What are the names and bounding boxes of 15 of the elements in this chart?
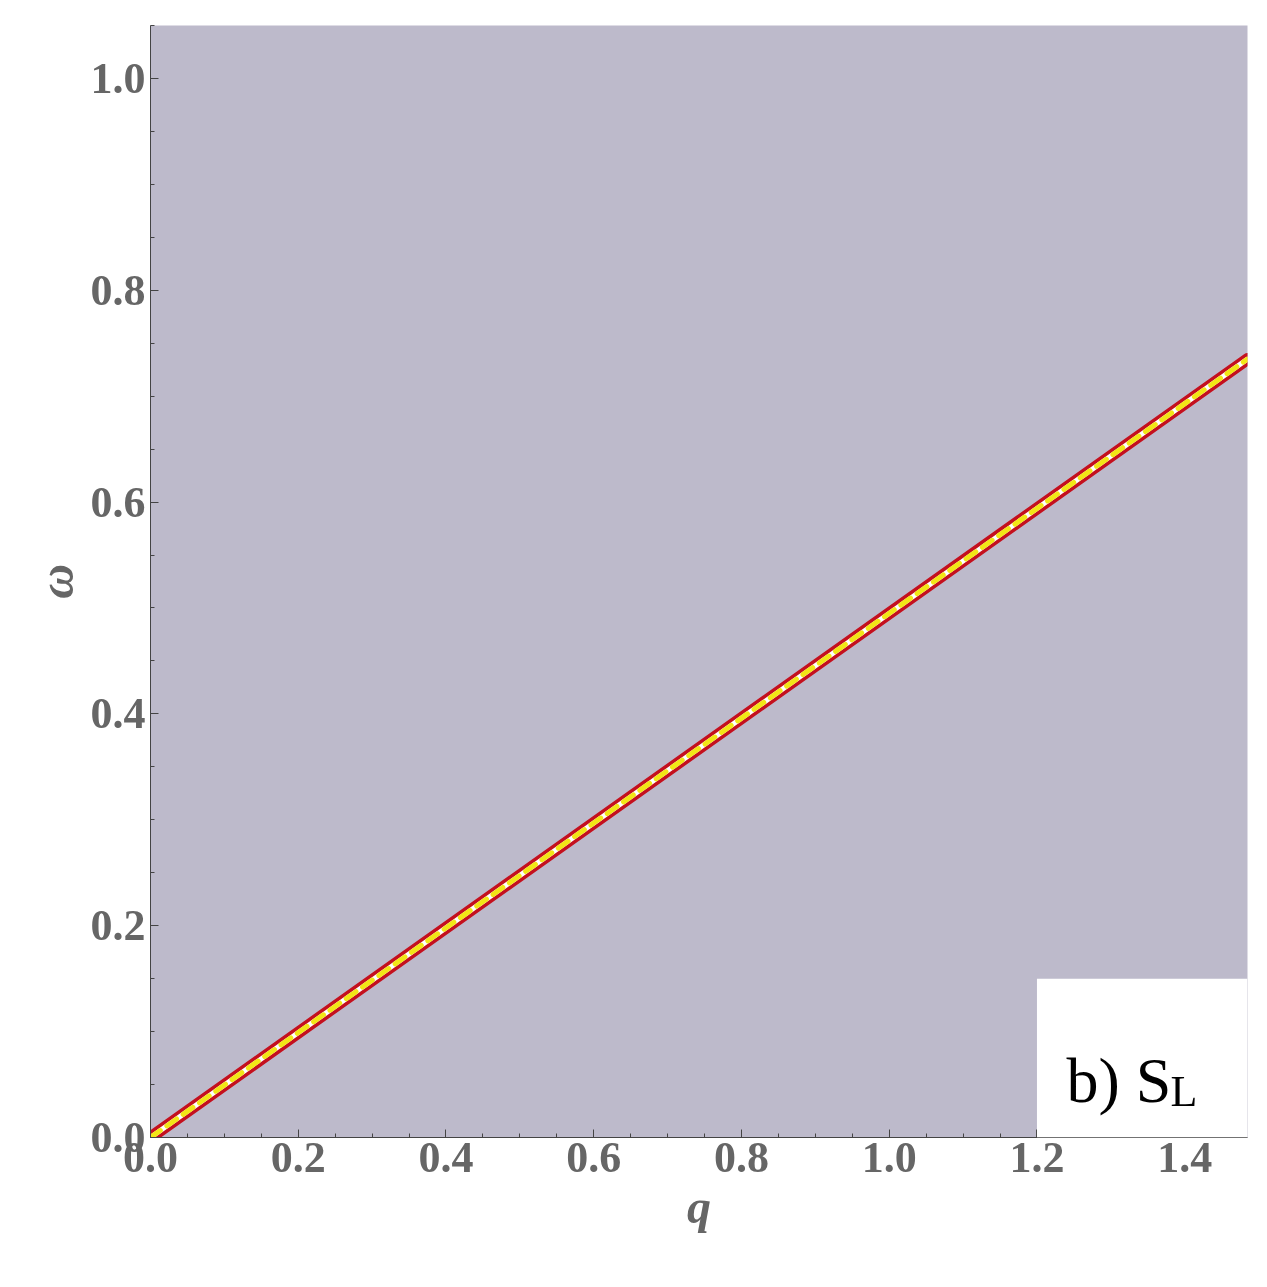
x-tick-label: 0.4 [418,1132,474,1182]
y-tick-label: 0.6 [90,477,146,527]
y-axis-title: ω [29,564,83,599]
x-tick-label: 1.2 [1009,1132,1065,1182]
y-tick-label: 0.4 [90,689,146,739]
annotation: b) SL [1066,1045,1198,1117]
y-tick-label: 0.8 [90,265,146,315]
x-tick-label: 0.2 [270,1132,326,1182]
y-tick-label: 1.0 [90,53,146,103]
x-tick-label: 0.6 [566,1132,622,1182]
x-axis-title: q [687,1179,711,1233]
x-tick-label: 1.0 [861,1132,917,1182]
x-tick-label: 1.4 [1157,1132,1213,1182]
x-tick-label: 0.8 [713,1132,769,1182]
y-tick-label: 0.2 [90,901,146,951]
